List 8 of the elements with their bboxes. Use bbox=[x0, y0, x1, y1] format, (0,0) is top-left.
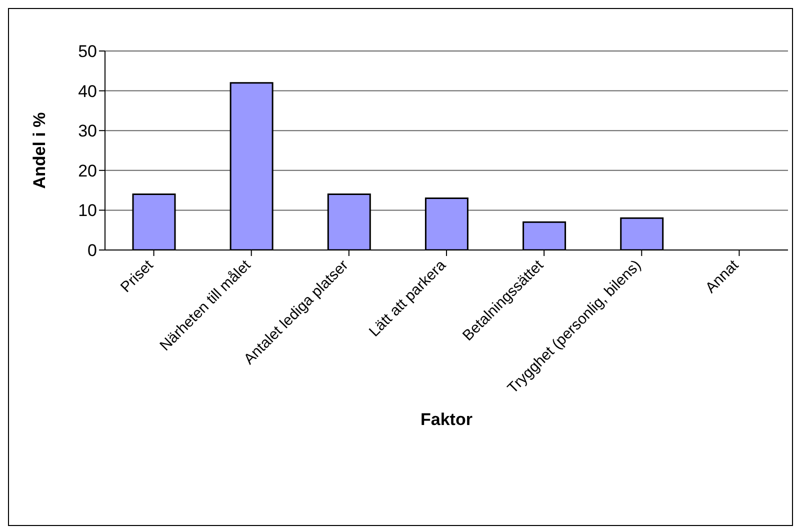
y-tick-label: 0 bbox=[88, 241, 97, 260]
y-tick-label: 50 bbox=[78, 42, 97, 62]
y-tick-label: 10 bbox=[78, 201, 97, 220]
y-axis-title: Andel i % bbox=[30, 112, 50, 189]
y-tick-label: 40 bbox=[78, 82, 97, 101]
y-tick-label: 30 bbox=[78, 122, 97, 141]
x-axis-title: Faktor bbox=[420, 410, 473, 429]
y-tick-label: 20 bbox=[78, 161, 97, 180]
